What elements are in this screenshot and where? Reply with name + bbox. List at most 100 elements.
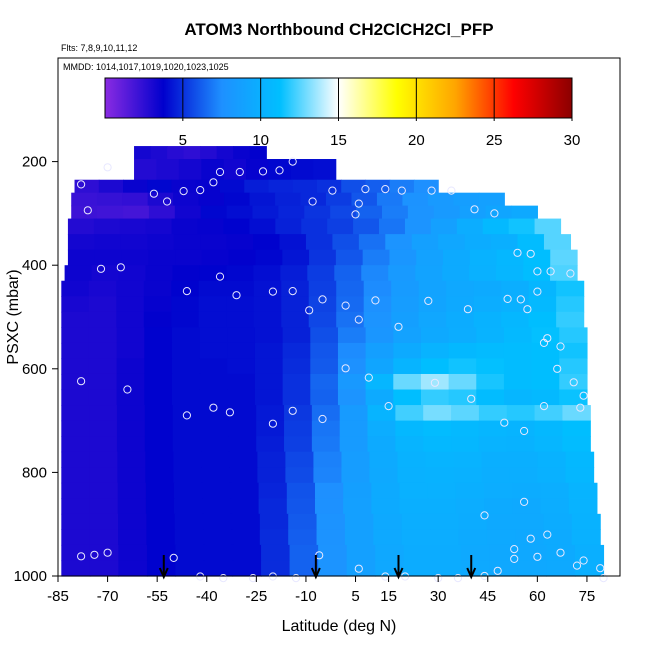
heat-cell — [310, 342, 339, 360]
heat-cell — [369, 451, 399, 468]
heat-cell — [503, 342, 533, 360]
sample-point — [219, 574, 228, 583]
heat-cell — [316, 529, 346, 546]
heat-cell — [316, 179, 342, 194]
heat-cell — [230, 498, 260, 515]
x-tick-label: -85 — [47, 588, 69, 605]
heat-cell — [143, 296, 172, 313]
heat-cell — [478, 420, 508, 437]
heat-cell — [501, 311, 530, 328]
heat-cell — [341, 451, 371, 468]
sample-point — [90, 550, 99, 559]
heat-cell — [97, 205, 124, 220]
heat-cell — [361, 265, 389, 282]
sample-point — [533, 287, 542, 296]
heat-cell — [201, 249, 230, 266]
heat-cell — [420, 389, 450, 406]
sample-point — [523, 305, 532, 314]
heat-cell — [88, 296, 117, 313]
heat-cell — [559, 358, 588, 375]
heat-cell — [534, 218, 562, 235]
heat-cell — [148, 249, 176, 266]
heat-cell — [203, 513, 233, 530]
dates-label: MMDD: 1014,1017,1019,1020,1023,1025 — [63, 62, 229, 72]
heat-cell — [116, 342, 145, 360]
heat-cell — [425, 451, 455, 468]
heat-cell — [418, 296, 447, 313]
heat-cell — [61, 389, 90, 406]
heat-cell — [167, 146, 185, 160]
heat-cell — [67, 249, 96, 266]
flight-arrow-head — [466, 567, 477, 580]
heat-cell — [118, 265, 147, 282]
heat-cell — [285, 467, 315, 484]
heat-cell — [144, 373, 173, 391]
heat-cell — [453, 192, 480, 207]
colorbar-tick-label: 20 — [408, 132, 425, 149]
heat-cell — [61, 544, 91, 562]
heat-cell — [420, 327, 450, 344]
heat-cell — [476, 373, 505, 391]
heat-cell — [261, 544, 291, 562]
sample-point — [576, 403, 585, 412]
heat-cell — [455, 482, 485, 499]
heat-cell — [402, 192, 429, 207]
heat-cell — [61, 529, 91, 546]
heat-cell — [171, 358, 201, 375]
sample-point — [516, 295, 525, 304]
heat-cell — [145, 265, 174, 282]
heat-cell — [534, 436, 564, 453]
heat-cell — [446, 280, 475, 297]
sample-point — [510, 545, 519, 554]
heat-cell — [94, 234, 122, 251]
heat-cell — [88, 389, 118, 406]
heat-cell — [249, 192, 276, 207]
heat-cell — [253, 311, 282, 328]
heat-cell — [122, 192, 149, 207]
heat-cell — [282, 249, 310, 266]
heat-cell — [200, 420, 229, 437]
heat-cell — [174, 482, 203, 499]
heat-cell — [531, 327, 560, 344]
sample-point — [572, 561, 582, 570]
heat-cell — [280, 265, 308, 282]
sample-point — [493, 566, 502, 575]
heat-cell — [351, 192, 378, 207]
heat-cell — [476, 342, 505, 360]
heat-cell — [198, 192, 225, 207]
heat-cell — [311, 420, 341, 437]
heat-cell — [223, 159, 247, 181]
heat-cell — [200, 405, 229, 422]
heat-cell — [171, 296, 200, 313]
heat-cell — [227, 342, 256, 360]
heat-cell — [143, 280, 172, 297]
heat-cell — [199, 358, 228, 375]
heat-cell — [448, 358, 477, 375]
colorbar: 5 10 15 20 25 30 — [104, 77, 580, 149]
x-tick-label: 15 — [380, 588, 397, 605]
heat-cell — [310, 358, 339, 375]
heat-cell — [61, 280, 90, 297]
heat-cell — [528, 296, 557, 313]
sample-point — [341, 301, 350, 310]
heat-cell — [365, 327, 394, 344]
heat-cell — [226, 296, 255, 313]
heat-cell — [281, 296, 310, 313]
flight-arrow-head — [393, 567, 404, 580]
heat-cell — [543, 513, 573, 530]
heat-cell — [562, 436, 591, 453]
heat-cell — [433, 205, 461, 220]
heat-cell — [546, 560, 576, 577]
heat-cell — [556, 311, 585, 328]
sample-point — [556, 342, 565, 351]
heat-cell — [427, 482, 457, 499]
heat-cell — [279, 234, 307, 251]
heat-cell — [116, 296, 145, 313]
heat-cell — [430, 513, 459, 530]
heat-cell — [489, 560, 519, 577]
sample-point — [546, 267, 555, 276]
heat-cell — [362, 249, 391, 266]
heat-cell — [540, 498, 570, 515]
heat-cell — [253, 280, 282, 297]
heat-cell — [509, 451, 539, 468]
